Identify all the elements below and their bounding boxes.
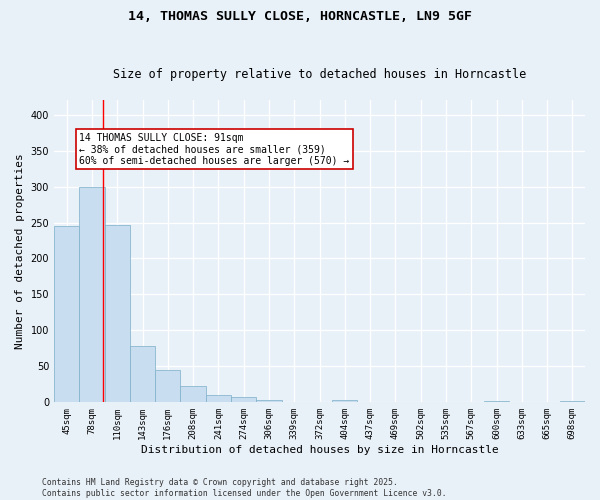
Bar [104,224,130,402]
Bar [256,400,281,402]
Bar [130,346,155,403]
Title: Size of property relative to detached houses in Horncastle: Size of property relative to detached ho… [113,68,526,81]
Bar [155,370,181,402]
X-axis label: Distribution of detached houses by size in Horncastle: Distribution of detached houses by size … [140,445,499,455]
Bar [79,186,104,402]
Text: 14 THOMAS SULLY CLOSE: 91sqm
← 38% of detached houses are smaller (359)
60% of s: 14 THOMAS SULLY CLOSE: 91sqm ← 38% of de… [79,132,350,166]
Y-axis label: Number of detached properties: Number of detached properties [15,154,25,349]
Bar [332,400,358,402]
Bar [181,386,206,402]
Text: Contains HM Land Registry data © Crown copyright and database right 2025.
Contai: Contains HM Land Registry data © Crown c… [42,478,446,498]
Bar [231,398,256,402]
Bar [484,401,509,402]
Text: 14, THOMAS SULLY CLOSE, HORNCASTLE, LN9 5GF: 14, THOMAS SULLY CLOSE, HORNCASTLE, LN9 … [128,10,472,23]
Bar [54,226,79,402]
Bar [206,395,231,402]
Bar [560,401,585,402]
